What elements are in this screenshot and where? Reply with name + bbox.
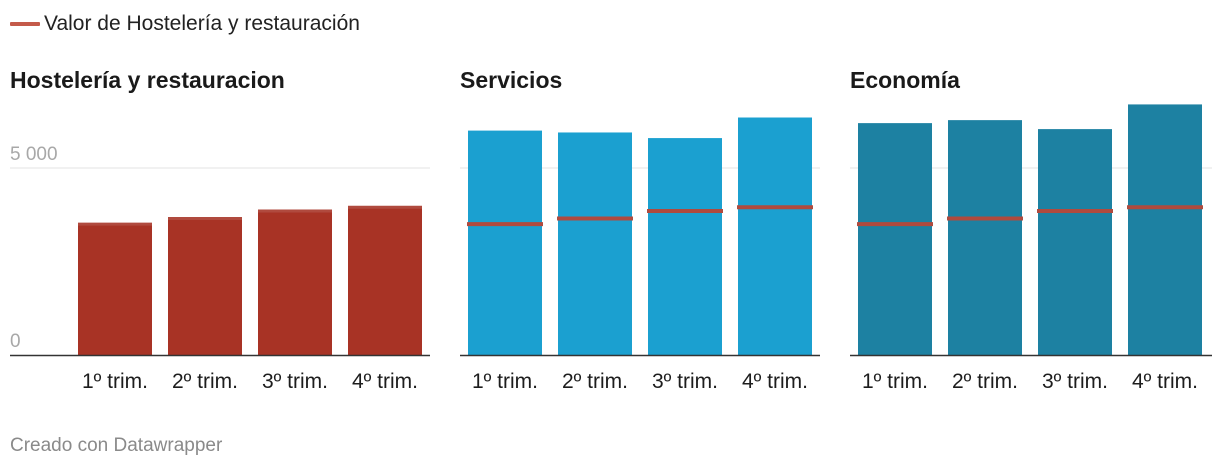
bar bbox=[348, 207, 422, 355]
x-tick-label: 4º trim. bbox=[1132, 370, 1198, 393]
bar bbox=[648, 138, 722, 355]
x-tick-label: 1º trim. bbox=[472, 370, 538, 393]
bar bbox=[738, 117, 812, 355]
x-tick-label: 3º trim. bbox=[652, 370, 718, 393]
y-tick-label: 0 bbox=[10, 331, 21, 352]
y-tick-label: 5 000 bbox=[10, 144, 58, 165]
bar bbox=[258, 211, 332, 355]
legend: Valor de Hostelería y restauración bbox=[10, 12, 360, 36]
bar bbox=[948, 120, 1022, 356]
panel-title: Hostelería y restauracion bbox=[10, 67, 285, 93]
x-tick-label: 4º trim. bbox=[352, 370, 418, 393]
x-tick-label: 2º trim. bbox=[562, 370, 628, 393]
legend-label: Valor de Hostelería y restauración bbox=[44, 12, 360, 35]
bar bbox=[1038, 129, 1112, 355]
panel-title: Economía bbox=[850, 67, 960, 93]
bar bbox=[1128, 104, 1202, 355]
x-tick-label: 4º trim. bbox=[742, 370, 808, 393]
bar bbox=[78, 224, 152, 355]
x-tick-label: 3º trim. bbox=[262, 370, 328, 393]
footer-credit: Creado con Datawrapper bbox=[10, 435, 223, 456]
x-tick-label: 2º trim. bbox=[172, 370, 238, 393]
x-tick-label: 1º trim. bbox=[82, 370, 148, 393]
bar bbox=[468, 130, 542, 355]
bar bbox=[858, 123, 932, 356]
panel-title: Servicios bbox=[460, 67, 562, 93]
legend-swatch bbox=[10, 22, 40, 26]
x-tick-label: 1º trim. bbox=[862, 370, 928, 393]
x-tick-label: 3º trim. bbox=[1042, 370, 1108, 393]
x-tick-label: 2º trim. bbox=[952, 370, 1018, 393]
bar bbox=[168, 218, 242, 355]
bar bbox=[558, 132, 632, 355]
